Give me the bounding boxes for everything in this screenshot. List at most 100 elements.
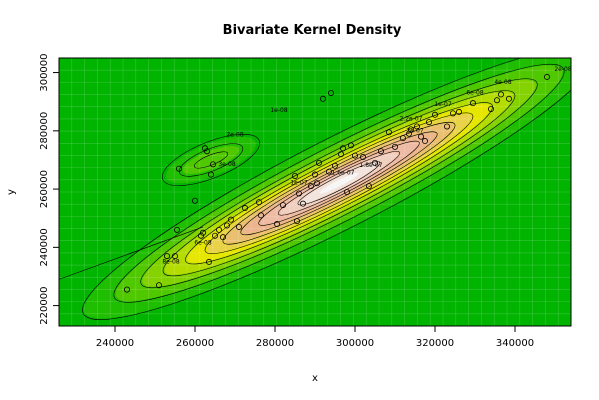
data-point xyxy=(407,126,414,133)
density-band xyxy=(319,172,359,194)
data-point xyxy=(191,197,198,204)
x-axis-label: x xyxy=(312,373,318,384)
data-point xyxy=(327,89,334,96)
contour-line xyxy=(82,58,571,320)
data-point xyxy=(235,223,242,230)
data-point xyxy=(293,218,300,225)
data-point xyxy=(273,221,280,228)
x-tick-label: 340000 xyxy=(496,338,534,349)
data-point xyxy=(295,190,302,197)
contour-label: 1e-07 xyxy=(290,180,307,187)
y-tick-label: 260000 xyxy=(39,170,50,208)
plot-area: 1e-08 2e-08 2e-08 3e-08 4e-08 6e-08 6e-08 8e-08… xyxy=(59,58,571,326)
chart-title: Bivariate Kernel Density xyxy=(223,23,402,38)
data-point xyxy=(203,148,210,155)
data-point xyxy=(211,232,218,239)
data-point xyxy=(155,282,162,289)
contour-label: 1e-08 xyxy=(270,107,287,114)
contour-line xyxy=(193,151,229,169)
data-point xyxy=(299,200,306,207)
contour-label: 6e-08 xyxy=(466,89,483,96)
y-axis-label: y xyxy=(6,189,17,195)
data-point xyxy=(173,226,180,233)
contour-label: 8e-08 xyxy=(162,258,179,265)
contour-label: 2e-08 xyxy=(554,66,571,73)
data-point xyxy=(417,133,424,140)
contour-line xyxy=(140,78,538,289)
data-point xyxy=(371,159,378,166)
y-axis: 220000 240000 260000 280000 300000 xyxy=(39,53,60,325)
data-point xyxy=(413,123,420,130)
contour-line xyxy=(162,134,260,186)
data-point xyxy=(205,258,212,265)
data-point xyxy=(469,100,476,107)
data-point xyxy=(219,234,226,241)
data-points xyxy=(124,73,551,293)
data-point xyxy=(307,183,314,190)
data-point xyxy=(319,95,326,102)
data-point xyxy=(339,145,346,152)
data-point xyxy=(431,111,438,118)
data-point xyxy=(425,119,432,126)
data-point xyxy=(351,152,358,159)
data-point xyxy=(207,171,214,178)
data-point xyxy=(291,172,298,179)
y-tick-label: 300000 xyxy=(39,53,50,91)
data-point xyxy=(544,73,551,80)
contour-line xyxy=(222,122,456,245)
data-point xyxy=(449,110,456,117)
contour-label: 6e-08 xyxy=(194,239,211,246)
contour-line xyxy=(59,226,204,280)
x-axis: 240000 260000 280000 300000 320000 340000 xyxy=(96,325,534,349)
data-point xyxy=(315,159,322,166)
data-point xyxy=(487,105,494,112)
data-point xyxy=(313,180,320,187)
contour-label: 2.2e-07 xyxy=(399,116,422,123)
data-point xyxy=(399,135,406,142)
data-point xyxy=(163,253,170,260)
contour-line xyxy=(277,151,401,216)
contour-label: 4e-08 xyxy=(494,79,511,86)
data-point xyxy=(497,91,504,98)
data-point xyxy=(279,202,286,209)
y-tick-label: 280000 xyxy=(39,112,50,150)
data-point xyxy=(385,129,392,136)
data-point xyxy=(171,253,178,260)
contour-line xyxy=(240,131,438,236)
data-point xyxy=(365,183,372,190)
data-point xyxy=(199,229,206,236)
data-point xyxy=(443,123,450,130)
data-point xyxy=(311,171,318,178)
data-point xyxy=(227,216,234,223)
data-point xyxy=(209,161,216,168)
contour-label: 3e-08 xyxy=(218,161,235,168)
data-point xyxy=(377,148,384,155)
data-point xyxy=(257,212,264,219)
data-point xyxy=(241,205,248,212)
data-point xyxy=(255,199,262,206)
data-point xyxy=(124,286,131,293)
contour-labels: 1e-08 2e-08 2e-08 3e-08 4e-08 6e-08 6e-08 8e-08… xyxy=(162,66,571,265)
x-tick-label: 240000 xyxy=(96,338,134,349)
contour-label: 1.8e-07 xyxy=(359,162,382,169)
data-point xyxy=(325,168,332,175)
contour-line xyxy=(297,161,381,206)
density-band xyxy=(182,145,240,174)
data-point xyxy=(223,222,230,229)
contour-line xyxy=(162,90,516,277)
data-point xyxy=(215,226,222,233)
density-bands xyxy=(84,58,571,319)
data-point xyxy=(421,138,428,145)
contour-label: 2e-08 xyxy=(226,132,243,139)
data-point xyxy=(391,143,398,150)
data-point xyxy=(337,151,344,158)
data-point xyxy=(343,188,350,195)
contour-line xyxy=(185,102,493,265)
contour-label: 1e-07 xyxy=(434,101,451,108)
data-point xyxy=(455,108,462,115)
data-point xyxy=(505,95,512,102)
x-tick-label: 280000 xyxy=(256,338,294,349)
y-tick-label: 240000 xyxy=(39,228,50,266)
x-tick-label: 320000 xyxy=(416,338,454,349)
